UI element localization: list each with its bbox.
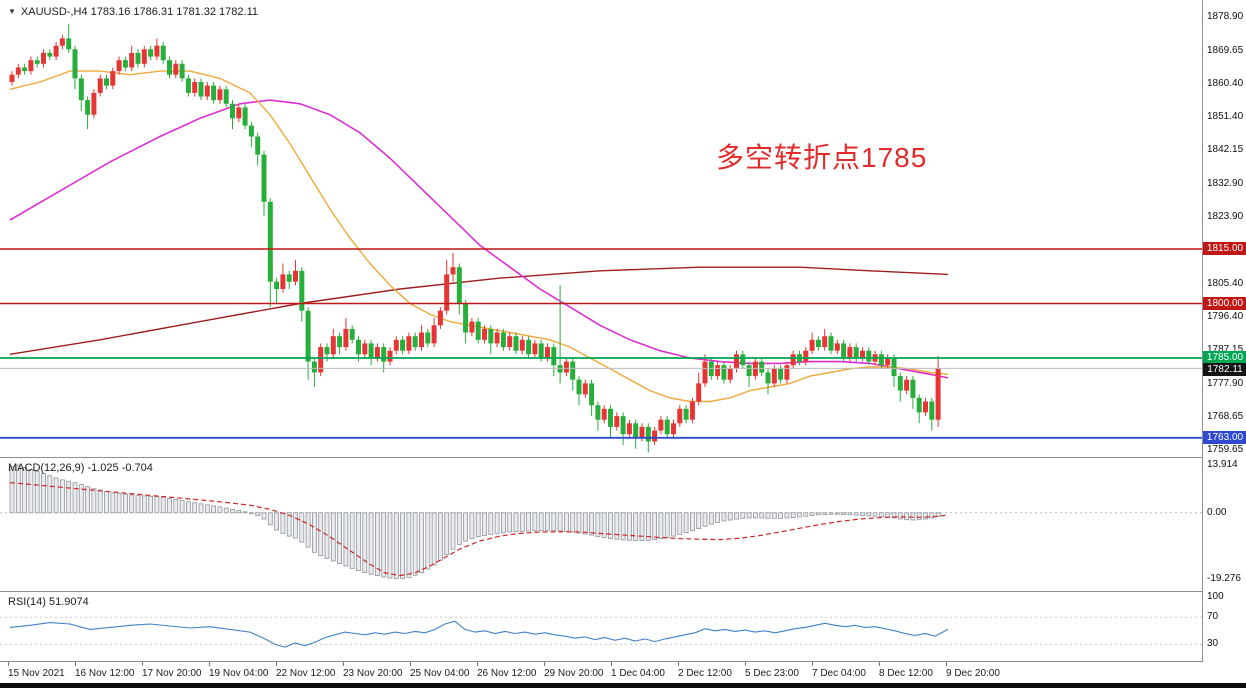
- price-tick-label: 1787.15: [1207, 344, 1244, 356]
- rsi-label: RSI(14) 51.9074: [8, 596, 89, 608]
- price-badge-1782.11: 1782.11: [1203, 363, 1246, 377]
- time-tick: [544, 662, 545, 666]
- time-axis-label: 1 Dec 04:00: [611, 668, 665, 679]
- time-axis-label: 29 Nov 20:00: [544, 668, 604, 679]
- time-tick: [276, 662, 277, 666]
- time-axis-label: 17 Nov 20:00: [142, 668, 202, 679]
- price-tick-label: 1860.40: [1207, 78, 1244, 90]
- macd-histogram: [9, 464, 941, 580]
- time-axis-label: 2 Dec 12:00: [678, 668, 732, 679]
- rsi-tick-label: 100: [1207, 590, 1224, 602]
- time-axis-label: 25 Nov 04:00: [410, 668, 470, 679]
- main-chart-panel[interactable]: ▼ XAUUSD-,H4 1783.16 1786.31 1781.32 178…: [0, 0, 1202, 457]
- time-axis-label: 23 Nov 20:00: [343, 668, 403, 679]
- price-badge-1815.00: 1815.00: [1203, 242, 1246, 255]
- time-tick: [343, 662, 344, 666]
- price-tick-label: 1768.65: [1207, 411, 1244, 423]
- candlesticks: [9, 23, 941, 453]
- time-tick: [75, 662, 76, 666]
- macd-signal-line: [9, 482, 949, 577]
- time-axis-label: 16 Nov 12:00: [75, 668, 135, 679]
- price-tick-label: 1805.40: [1207, 277, 1244, 289]
- time-tick: [410, 662, 411, 666]
- time-tick: [745, 662, 746, 666]
- macd-tick-label: 13.914: [1207, 459, 1238, 470]
- price-tick-label: 1796.40: [1207, 310, 1244, 322]
- time-axis-label: 5 Dec 23:00: [745, 668, 799, 679]
- rsi-panel[interactable]: RSI(14) 51.9074: [0, 592, 1202, 661]
- time-axis-label: 9 Dec 20:00: [946, 668, 1000, 679]
- rsi-line: [9, 620, 949, 648]
- chart-title: ▼ XAUUSD-,H4 1783.16 1786.31 1781.32 178…: [8, 6, 258, 18]
- main-chart-svg: [0, 23, 1202, 453]
- time-tick: [946, 662, 947, 666]
- time-axis[interactable]: 15 Nov 2021 16 Nov 12:00 17 Nov 20:00 19 No…: [0, 662, 1246, 683]
- symbol-triangle-icon: ▼: [8, 7, 16, 16]
- window-bottom-edge: [0, 683, 1246, 688]
- time-axis-label: 7 Dec 04:00: [812, 668, 866, 679]
- ma-slow-line: [9, 266, 949, 355]
- time-axis-label: 8 Dec 12:00: [879, 668, 933, 679]
- rsi-svg: [0, 616, 1202, 648]
- macd-tick-label: -19.276: [1207, 573, 1241, 584]
- time-tick: [209, 662, 210, 666]
- time-tick: [879, 662, 880, 666]
- macd-panel[interactable]: MACD(12,26,9) -1.025 -0.704: [0, 458, 1202, 591]
- panel-divider[interactable]: [0, 457, 1246, 458]
- price-badge-1800.00: 1800.00: [1203, 296, 1246, 310]
- time-tick: [477, 662, 478, 666]
- price-tick-label: 1878.90: [1207, 11, 1244, 22]
- annotation-text[interactable]: 多空转折点1785: [716, 142, 928, 173]
- time-axis-label: 26 Nov 12:00: [477, 668, 537, 679]
- price-tick-label: 1759.65: [1207, 444, 1244, 455]
- price-axis[interactable]: 1878.90 1869.65 1860.40 1851.40 1842.15 1832.…: [1202, 0, 1246, 662]
- price-tick-label: 1851.40: [1207, 110, 1244, 122]
- rsi-tick-label: 30: [1207, 638, 1219, 650]
- macd-label: MACD(12,26,9) -1.025 -0.704: [8, 462, 153, 474]
- time-axis-label: 22 Nov 12:00: [276, 668, 336, 679]
- time-axis-label: 15 Nov 2021: [8, 668, 65, 679]
- macd-svg: [0, 464, 1202, 580]
- price-badge-1763.00: 1763.00: [1203, 430, 1246, 444]
- price-tick-label: 1777.90: [1207, 377, 1244, 389]
- time-tick: [812, 662, 813, 666]
- macd-tick-label: 0.00: [1207, 506, 1227, 518]
- price-badge-1785.00: 1785.00: [1203, 351, 1246, 364]
- chart-title-text: XAUUSD-,H4 1783.16 1786.31 1781.32 1782.…: [20, 6, 259, 18]
- price-tick-label: 1823.90: [1207, 210, 1244, 222]
- time-tick: [678, 662, 679, 666]
- rsi-tick-label: 70: [1207, 611, 1219, 623]
- time-tick: [611, 662, 612, 666]
- ma-orange-line: [9, 70, 949, 403]
- price-tick-label: 1869.65: [1207, 44, 1244, 56]
- panel-divider[interactable]: [0, 661, 1246, 662]
- time-tick: [8, 662, 9, 666]
- price-tick-label: 1842.15: [1207, 144, 1244, 156]
- time-axis-label: 19 Nov 04:00: [209, 668, 269, 679]
- panel-divider[interactable]: [0, 591, 1246, 592]
- time-tick: [142, 662, 143, 666]
- price-tick-label: 1832.90: [1207, 178, 1244, 189]
